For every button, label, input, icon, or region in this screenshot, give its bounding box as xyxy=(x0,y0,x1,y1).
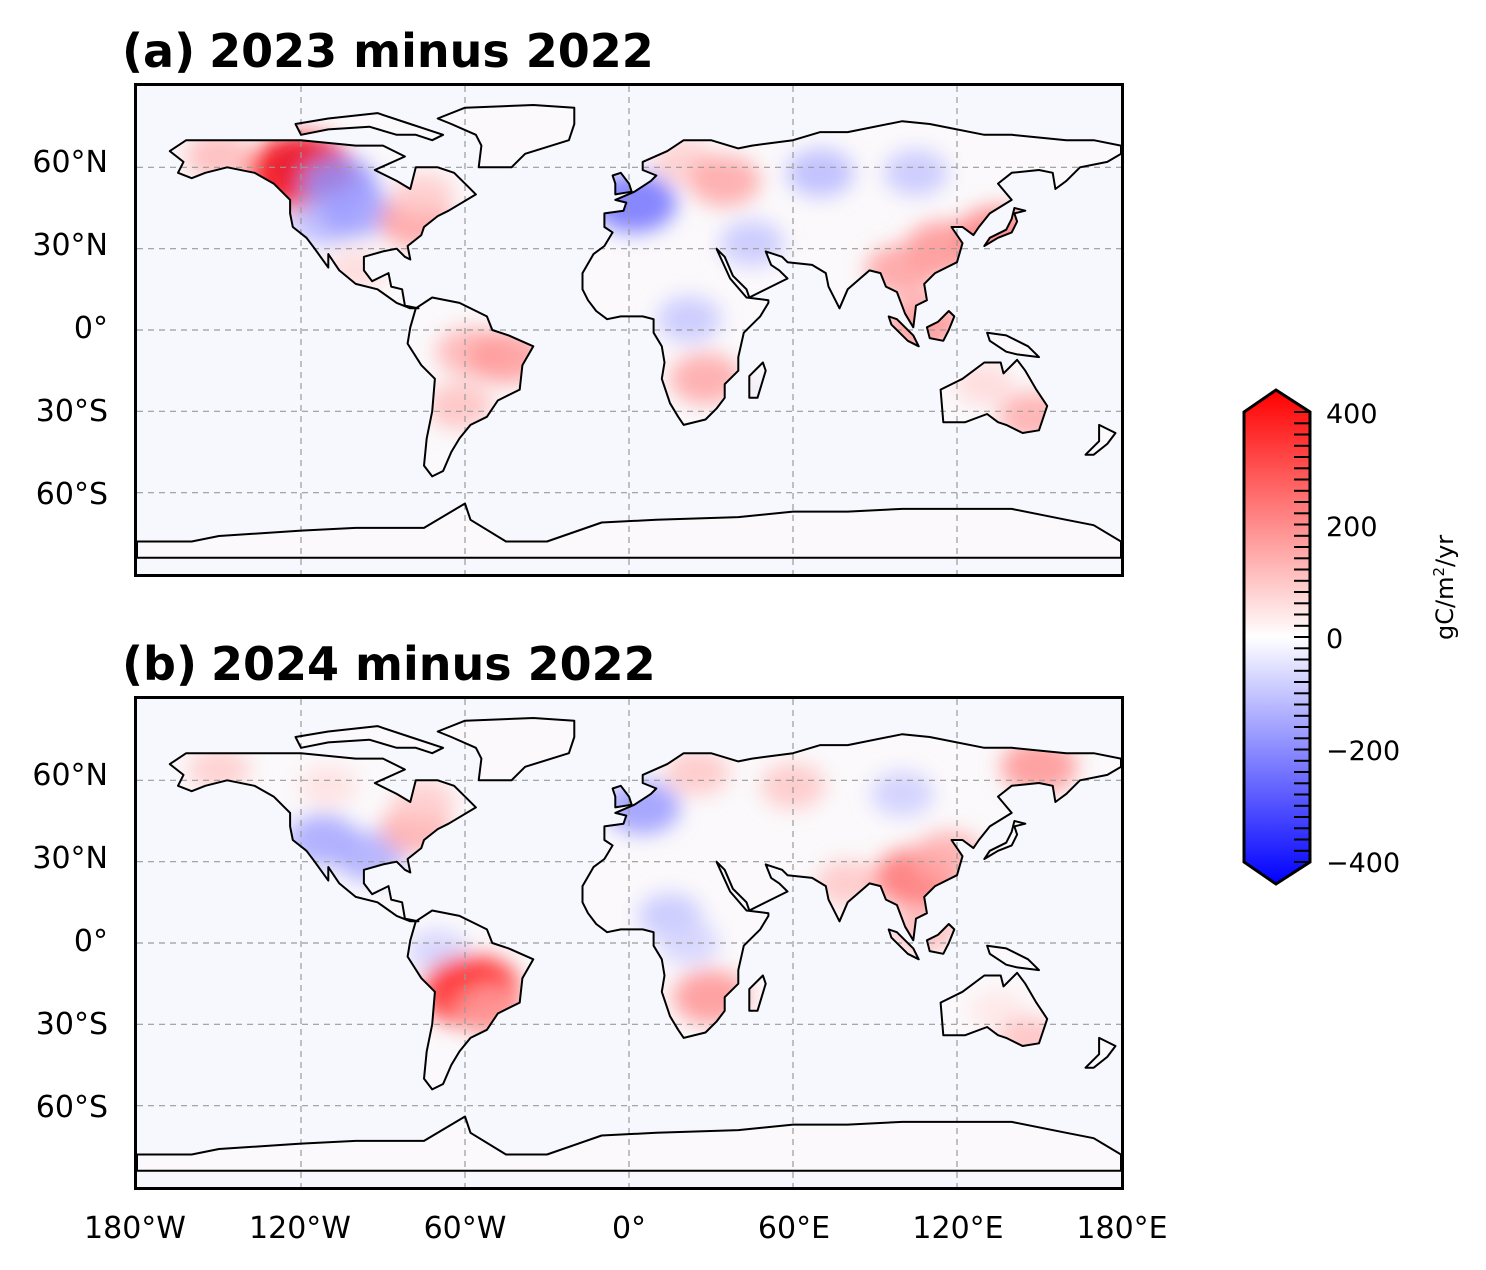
lat-tick-a-30s: 30°S xyxy=(35,394,108,429)
colorbar-tick-0: 0 xyxy=(1326,624,1344,655)
lat-tick-a-60n: 60°N xyxy=(32,145,108,180)
panel-a-title-text: 2023 minus 2022 xyxy=(209,24,654,78)
gridlines xyxy=(137,699,1121,1187)
anomaly-eastern-europe xyxy=(688,155,761,207)
anomaly-western-canada xyxy=(299,765,358,807)
lon-tick-180w: 180°W xyxy=(84,1211,186,1246)
anomaly-australia xyxy=(969,990,1027,1031)
anomaly-western-siberia xyxy=(786,148,855,197)
map-svg xyxy=(137,86,1121,574)
lat-tick-b-30n: 30°N xyxy=(32,841,108,876)
panel-b-title-text: 2024 minus 2022 xyxy=(210,637,656,691)
lat-tick-b-0: 0° xyxy=(73,924,108,959)
anomaly-russia xyxy=(760,762,826,809)
land-greenland xyxy=(437,718,575,781)
coastlines xyxy=(137,104,1121,559)
lat-tick-b-60s: 60°S xyxy=(35,1090,108,1125)
anomaly-central-africa xyxy=(657,296,722,343)
lat-tick-b-30s: 30°S xyxy=(35,1007,108,1042)
map-panel-b xyxy=(134,696,1124,1190)
unit-superscript: 2 xyxy=(1430,566,1448,577)
anomaly-siberia xyxy=(870,771,934,817)
colorbar xyxy=(1242,388,1312,886)
map-svg xyxy=(137,699,1121,1187)
lat-tick-a-30n: 30°N xyxy=(32,228,108,263)
panel-a-title: (a) 2023 minus 2022 xyxy=(122,28,654,74)
lon-tick-0: 0° xyxy=(611,1211,647,1246)
land-madagascar xyxy=(749,362,766,398)
lon-tick-120w: 120°W xyxy=(249,1211,351,1246)
land-new-guinea xyxy=(987,945,1039,971)
colorbar-tick-neg200: −200 xyxy=(1326,736,1401,767)
anomaly-scandinavia xyxy=(665,749,730,796)
anomaly-central-siberia xyxy=(883,149,949,196)
panel-b-tag: (b) xyxy=(122,637,197,691)
lon-tick-120e: 120°E xyxy=(912,1211,1004,1246)
colorbar-tick-200: 200 xyxy=(1326,512,1378,543)
lat-tick-a-0: 0° xyxy=(73,311,108,346)
anomaly-northern-plains xyxy=(318,184,393,237)
lon-tick-180e: 180°E xyxy=(1076,1211,1168,1246)
coastlines xyxy=(137,717,1121,1172)
panel-b-title: (b) 2024 minus 2022 xyxy=(122,641,656,687)
land-new-zealand xyxy=(1085,1037,1116,1068)
lon-tick-60w: 60°W xyxy=(423,1211,507,1246)
unit-prefix: gC/m xyxy=(1431,576,1459,640)
land-new-guinea xyxy=(987,332,1039,358)
lon-tick-60e: 60°E xyxy=(757,1211,831,1246)
unit-suffix: /yr xyxy=(1431,534,1459,567)
anomaly-pampas xyxy=(426,382,493,430)
anomaly-southern-africa xyxy=(669,353,742,405)
colorbar-tick-400: 400 xyxy=(1326,399,1378,430)
lat-tick-b-60n: 60°N xyxy=(32,758,108,793)
land-greenland xyxy=(437,105,575,168)
map-panel-a xyxy=(134,83,1124,577)
land-new-zealand xyxy=(1085,424,1116,455)
land-madagascar xyxy=(749,975,766,1011)
lat-tick-a-60s: 60°S xyxy=(35,477,108,512)
colorbar-tick-neg400: −400 xyxy=(1326,848,1401,879)
colorbar-unit-label: gC/m2/yr xyxy=(1430,535,1459,640)
gridlines xyxy=(137,86,1121,574)
panel-a-tag: (a) xyxy=(122,24,196,78)
